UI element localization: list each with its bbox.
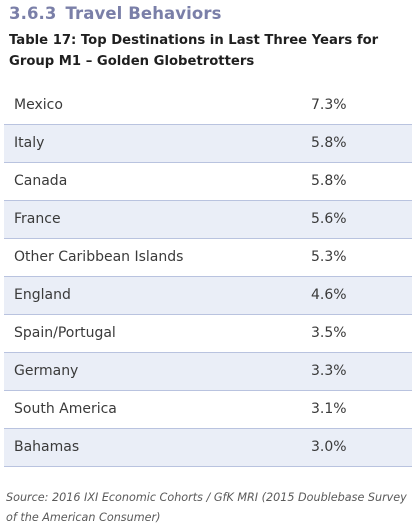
destination-cell: Spain/Portugal — [14, 325, 116, 341]
percent-cell: 3.1% — [311, 401, 347, 417]
table-row: Bahamas 3.0% — [4, 427, 412, 467]
percent-cell: 3.0% — [285, 427, 412, 467]
destination-cell: South America — [14, 401, 117, 417]
destination-cell: Other Caribbean Islands — [14, 249, 184, 265]
percent-cell: 7.3% — [311, 96, 347, 113]
table-row: Germany 3.3% — [4, 351, 412, 391]
percent-cell: 3.5% — [311, 325, 347, 341]
section-title: Travel Behaviors — [65, 4, 222, 23]
percent-cell: 3.3% — [285, 351, 412, 391]
destination-cell: Italy — [4, 123, 285, 163]
table-caption: Table 17: Top Destinations in Last Three… — [9, 33, 379, 69]
percent-cell: 5.6% — [285, 199, 412, 239]
destination-cell: Bahamas — [4, 427, 285, 467]
section-heading: 3.6.3 Travel Behaviors — [9, 4, 222, 23]
percent-cell: 5.8% — [285, 123, 412, 163]
destinations-table: Mexico 7.3% Italy 5.8% Canada 5.8% Franc… — [4, 86, 412, 467]
destination-cell: Canada — [14, 173, 68, 189]
destination-cell: Germany — [4, 351, 285, 391]
destination-cell: France — [4, 199, 285, 239]
percent-cell: 4.6% — [285, 275, 412, 315]
table-row: England 4.6% — [4, 275, 412, 315]
table-row: Other Caribbean Islands 5.3% — [4, 238, 412, 276]
source-note: Source: 2016 IXI Economic Cohorts / GfK … — [6, 491, 407, 524]
table-row: Italy 5.8% — [4, 123, 412, 163]
section-number: 3.6.3 — [9, 4, 57, 23]
percent-cell: 5.8% — [311, 173, 347, 189]
table-row: South America 3.1% — [4, 390, 412, 428]
destination-cell: Mexico — [14, 96, 63, 113]
table-row: Mexico 7.3% — [4, 86, 412, 124]
table-row: Canada 5.8% — [4, 162, 412, 200]
table-row: Spain/Portugal 3.5% — [4, 314, 412, 352]
destination-cell: England — [4, 275, 285, 315]
percent-cell: 5.3% — [311, 249, 347, 265]
table-row: France 5.6% — [4, 199, 412, 239]
